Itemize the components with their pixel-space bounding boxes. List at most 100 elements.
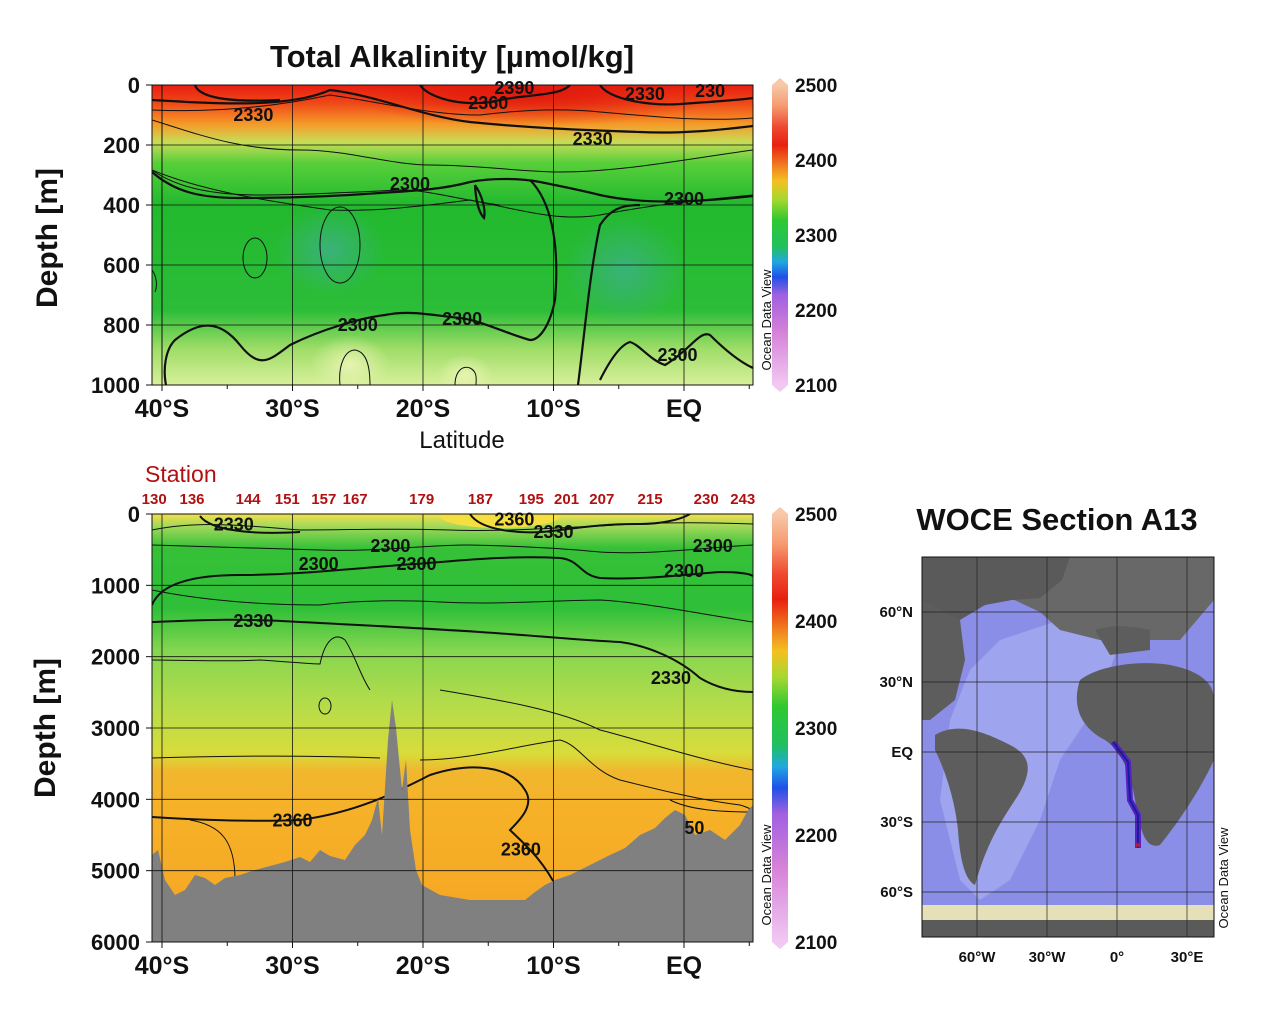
map-graticule xyxy=(922,557,1214,937)
contour-line xyxy=(439,689,753,771)
contour-label-text: 2360 xyxy=(494,510,534,530)
contour-label: 2360 xyxy=(468,93,508,113)
x-tick-label: EQ xyxy=(666,952,702,980)
mid-low-blob-1 xyxy=(275,205,385,295)
contour-line xyxy=(152,269,157,293)
grid-lines xyxy=(152,514,753,942)
station-id: 215 xyxy=(638,491,663,508)
colorbar-tick-label: 2200 xyxy=(795,301,837,322)
x-tick-label: 10°S xyxy=(526,395,580,423)
contour-label-text: 2330 xyxy=(233,105,273,125)
contour-label-text: 2330 xyxy=(214,515,254,535)
x-tick-label: EQ xyxy=(666,395,702,423)
contour-label: 50 xyxy=(684,818,704,838)
bottom-y-ticks: 0 1000 2000 3000 4000 5000 6000 xyxy=(91,502,152,955)
contour-line-bold xyxy=(152,88,753,134)
contour-label-text: 2360 xyxy=(272,811,312,831)
grid-lines xyxy=(152,85,753,385)
bottom-odv-caption: Ocean Data View xyxy=(759,824,774,926)
bottom-colorbar xyxy=(772,514,788,942)
contour-2360-bold xyxy=(152,766,561,896)
y-tick-label: 200 xyxy=(103,133,140,158)
x-tick-label: 40°S xyxy=(135,952,189,980)
station-id: 195 xyxy=(519,491,544,508)
x-tick-label: 20°S xyxy=(396,952,450,980)
top-colorbar-cap-top xyxy=(772,78,788,85)
surface-high-blob xyxy=(440,514,560,528)
contour-label-text: 2330 xyxy=(233,611,273,631)
colorbar-tick-label: 2300 xyxy=(795,719,837,740)
contour-label: 2330 xyxy=(233,105,273,125)
station-id: 144 xyxy=(236,491,262,508)
contour-label-text: 50 xyxy=(684,818,704,838)
y-tick-label: 1000 xyxy=(91,573,140,598)
map-lon-ticks: 60°W 30°W 0° 30°E xyxy=(959,949,1204,966)
map-south-america xyxy=(935,728,1028,885)
contour-label: 2330 xyxy=(573,129,613,149)
contour-label-text: 2330 xyxy=(533,522,573,542)
contour-line-bold xyxy=(199,515,301,534)
contour-line xyxy=(152,755,381,759)
y-tick-label: 600 xyxy=(103,253,140,278)
contour-2330-bold xyxy=(152,618,753,693)
contour-line xyxy=(669,799,753,813)
y-tick-label: 3000 xyxy=(91,716,140,741)
top-y-axis-label: Depth [m] xyxy=(31,168,64,308)
contour-label-text: 2390 xyxy=(494,78,534,98)
x-axis-label: Latitude xyxy=(419,427,504,454)
contour-label-text: 2300 xyxy=(442,309,482,329)
contour-line-bold xyxy=(419,85,571,105)
contour-label-text: 2360 xyxy=(468,93,508,113)
station-id: 201 xyxy=(554,491,579,508)
top-y-ticks: 0 200 400 600 800 1000 xyxy=(91,73,152,398)
contour-label: 2300 xyxy=(338,315,378,335)
contour-closed xyxy=(318,697,332,715)
x-tick-label: 30°S xyxy=(265,395,319,423)
contour-label: 2390 xyxy=(494,78,534,98)
map-frame xyxy=(921,556,1215,938)
map-north-america xyxy=(922,600,965,720)
colorbar-tick-label: 2400 xyxy=(795,151,837,172)
contour-label: 2330 xyxy=(625,84,665,104)
contour-label-text: 2300 xyxy=(693,536,733,556)
station-id: 207 xyxy=(589,491,614,508)
contour-line xyxy=(152,119,753,173)
contour-label: 2300 xyxy=(664,561,704,581)
contour-label-text: 230 xyxy=(695,81,725,101)
contour-label-text: 2300 xyxy=(657,345,697,365)
station-ids: 130 136 144 151 157 167 179 187 195 201 207 215 230 2… xyxy=(142,491,756,508)
contour-label-text: 2300 xyxy=(664,189,704,209)
map-lat-label: 30°S xyxy=(880,814,913,831)
contour-line-bold xyxy=(469,514,691,534)
contour-line xyxy=(419,739,753,813)
map-lon-label: 0° xyxy=(1110,949,1124,966)
contour-line xyxy=(339,349,371,385)
contour-label: 2330 xyxy=(651,668,691,688)
station-title: Station xyxy=(145,461,217,487)
y-tick-label: 0 xyxy=(128,73,140,98)
y-tick-label: 4000 xyxy=(91,787,140,812)
colorbar-tick-label: 2400 xyxy=(795,612,837,633)
map-antarctica xyxy=(922,920,1214,937)
contour-label: 2330 xyxy=(533,522,573,542)
contour-label-text: 2330 xyxy=(625,84,665,104)
deep-pale-blob-1 xyxy=(310,335,390,385)
contour-label: 2360 xyxy=(501,839,541,859)
colorbar-tick-label: 2100 xyxy=(795,933,837,954)
bathymetry xyxy=(152,700,753,942)
map-odv-caption: Ocean Data View xyxy=(1216,827,1231,929)
contour-label-text: 2300 xyxy=(338,315,378,335)
contour-label: 2360 xyxy=(272,811,312,831)
station-id: 130 xyxy=(142,491,167,508)
top-colorbar xyxy=(772,85,788,385)
mid-low-blob-2 xyxy=(565,215,685,325)
map-europe xyxy=(1095,626,1150,655)
contour-label-text: 2300 xyxy=(299,554,339,574)
contour-2300-lower xyxy=(163,179,558,385)
contour-label-text: 2330 xyxy=(573,129,613,149)
map-lat-label: EQ xyxy=(891,744,913,761)
contour-label: 2300 xyxy=(396,554,436,574)
station-id: 136 xyxy=(179,491,204,508)
map-lon-label: 60°W xyxy=(959,949,997,966)
y-tick-label: 0 xyxy=(128,502,140,527)
